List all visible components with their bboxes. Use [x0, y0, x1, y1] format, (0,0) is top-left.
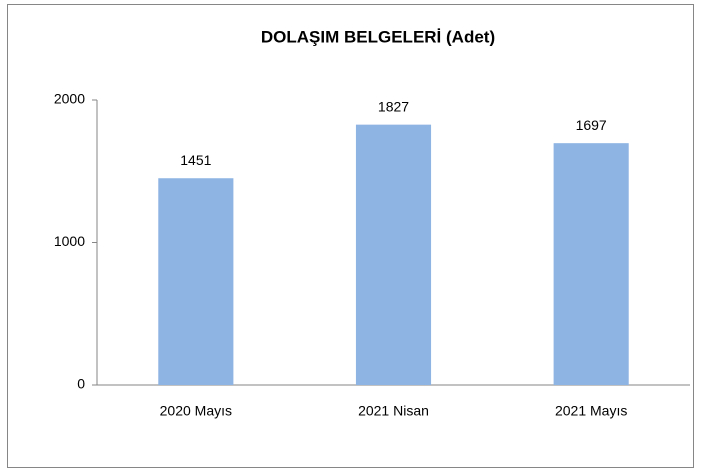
data-label: 1697 — [576, 117, 607, 133]
y-tick-label: 0 — [77, 376, 85, 392]
x-tick-label: 2021 Mayıs — [555, 403, 627, 419]
bar — [158, 178, 234, 385]
y-tick-label: 2000 — [54, 91, 85, 107]
bar — [553, 143, 629, 385]
chart-title: DOLAŞIM BELGELERİ (Adet) — [261, 27, 495, 46]
data-label: 1451 — [180, 152, 211, 168]
y-tick-label: 1000 — [54, 233, 85, 249]
x-tick-label: 2021 Nisan — [358, 403, 429, 419]
bar — [355, 124, 432, 385]
x-tick-label: 2020 Mayıs — [160, 403, 232, 419]
data-label: 1827 — [378, 98, 409, 114]
